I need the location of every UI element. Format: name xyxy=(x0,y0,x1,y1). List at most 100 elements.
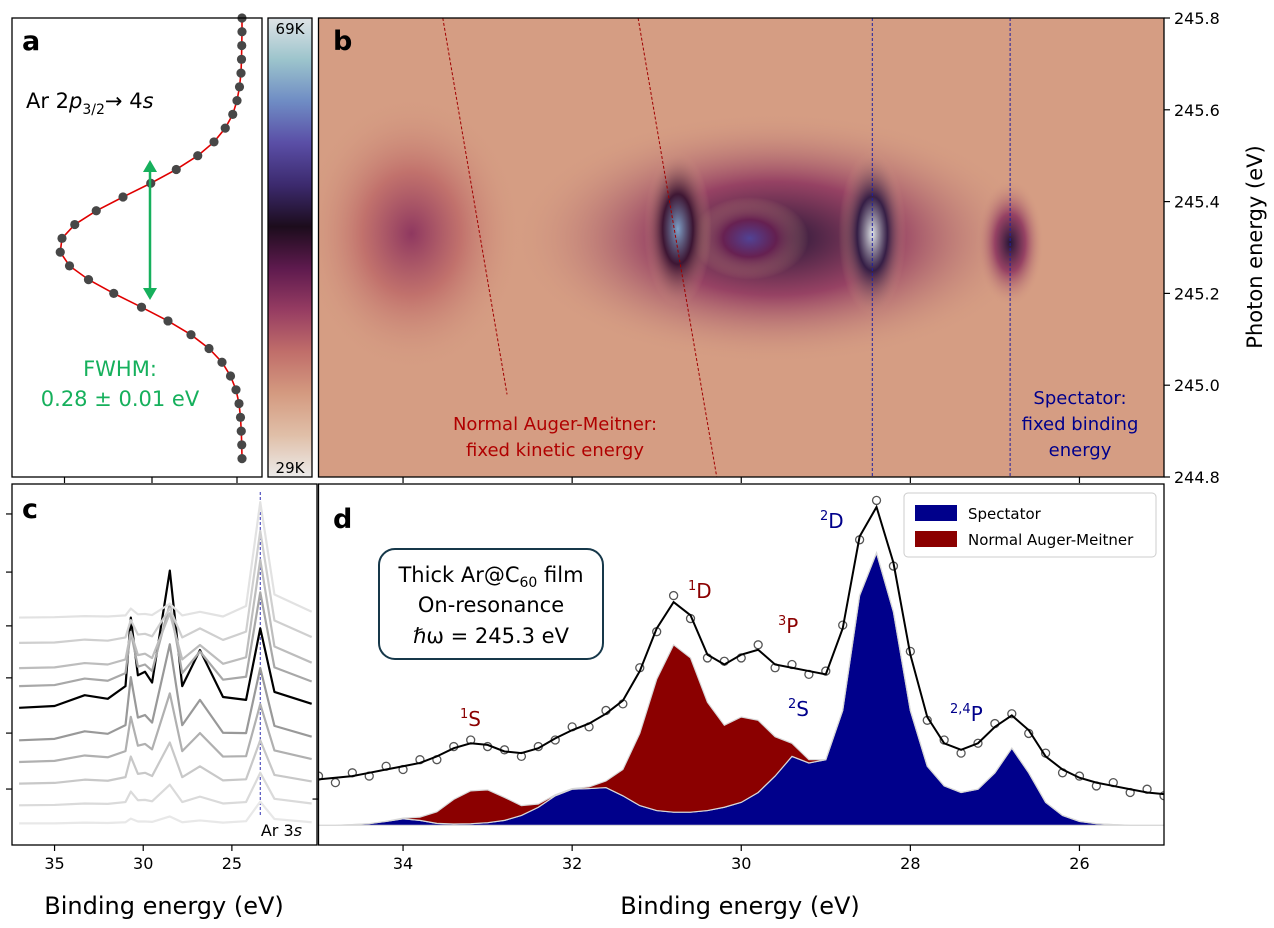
guide-line xyxy=(442,18,508,395)
data-point xyxy=(136,302,147,312)
annotation: energy xyxy=(1049,440,1112,461)
legend-swatch xyxy=(915,531,957,547)
colorbar xyxy=(268,18,312,477)
data-point xyxy=(234,82,245,92)
data-point xyxy=(236,68,246,78)
peak-label: 3P xyxy=(778,614,798,638)
peak-label-sup: 3 xyxy=(778,614,786,629)
data-point xyxy=(973,738,983,748)
x-axis-label: Binding energy (eV) xyxy=(44,892,283,920)
peak-label-term: S xyxy=(468,707,481,731)
x-axis-label: Binding energy (eV) xyxy=(620,892,859,920)
box-line: On-resonance xyxy=(418,593,564,617)
peak-label: 1D xyxy=(688,579,712,603)
data-point xyxy=(237,27,247,37)
data-point xyxy=(217,357,227,367)
panel-letter: b xyxy=(333,26,352,57)
area xyxy=(318,551,1164,826)
peak-label-sup: 2 xyxy=(820,509,828,524)
annotation: fixed kinetic energy xyxy=(466,440,644,461)
spectrum-line xyxy=(19,739,312,785)
transition-label: Ar 2p3/2→ 4s xyxy=(26,89,154,118)
data-point xyxy=(330,777,341,788)
peak-label: 2D xyxy=(820,509,844,533)
data-point xyxy=(237,440,247,450)
panel-letter: d xyxy=(333,504,352,535)
data-point xyxy=(204,343,214,354)
data-point xyxy=(193,151,203,161)
x-tick-label: 34 xyxy=(393,854,413,873)
data-point xyxy=(220,123,230,133)
plot-area xyxy=(19,492,313,825)
x-tick-label: 25 xyxy=(222,854,242,873)
heatmap xyxy=(318,18,1164,477)
box-line: Thick Ar@C60 film xyxy=(397,563,583,591)
heatmap-peak xyxy=(690,197,809,280)
heatmap-peak xyxy=(644,151,712,308)
peak-label: 1S xyxy=(460,707,481,731)
colorbar-frame xyxy=(267,17,313,478)
peak-label-term: S xyxy=(796,697,809,721)
heatmap-peak xyxy=(318,96,522,372)
panel-letter: c xyxy=(22,494,38,525)
legend-frame xyxy=(903,492,1157,558)
peak-label-sup: 1 xyxy=(688,579,696,594)
data-point xyxy=(237,454,247,464)
panel-frame xyxy=(317,483,1165,846)
data-point xyxy=(318,771,324,781)
data-point xyxy=(171,164,181,175)
data-point xyxy=(871,495,882,506)
legend-label: Normal Auger-Meitner xyxy=(968,531,1134,549)
x-tick-label: 26 xyxy=(1069,854,1089,873)
data-point xyxy=(668,590,679,601)
spectrum-line xyxy=(19,500,313,619)
panel-frame xyxy=(11,17,263,478)
data-point xyxy=(163,316,173,326)
peak-label-sup: 1 xyxy=(460,707,468,722)
data-point xyxy=(83,275,94,285)
peak-label-term: D xyxy=(828,509,843,533)
data-point xyxy=(109,288,119,298)
peak-label-term: P xyxy=(971,702,983,726)
x-tick-label: 30 xyxy=(731,854,751,873)
spectrum-line xyxy=(19,800,312,825)
spectrum-line xyxy=(19,558,313,670)
y-tick-label: 245.6 xyxy=(1174,101,1220,120)
data-point xyxy=(118,192,128,202)
y-tick-label: 245.8 xyxy=(1174,9,1220,28)
fit-line xyxy=(318,504,1164,796)
heatmap-peak xyxy=(976,178,1044,308)
y-tick-label: 244.8 xyxy=(1174,468,1220,487)
data-point xyxy=(232,96,242,106)
data-point xyxy=(70,219,80,230)
data-point xyxy=(209,137,219,147)
data-point xyxy=(1007,709,1017,719)
spectrum-line xyxy=(19,529,313,644)
spectrum-line xyxy=(19,591,313,688)
annotation: Spectator: xyxy=(1033,388,1126,409)
x-tick-label: 32 xyxy=(562,854,582,873)
spectrum-line xyxy=(19,771,312,807)
legend: Spectator Normal Auger-Meitner xyxy=(903,492,1157,558)
guide-line xyxy=(637,18,718,477)
fwhm-value: 0.28 ± 0.01 eV xyxy=(41,387,200,411)
panel-frame xyxy=(11,483,318,846)
y-axis-label: Photon energy (eV) xyxy=(1243,145,1267,348)
box-line: ℏω = 245.3 eV xyxy=(413,624,570,648)
data-point xyxy=(236,426,246,436)
data-point xyxy=(235,412,246,422)
y-tick-label: 245.2 xyxy=(1174,284,1220,303)
data-point xyxy=(1159,791,1164,801)
peak-label-sup: 2 xyxy=(788,697,796,712)
plot-area xyxy=(318,495,1164,826)
x-tick-label: 30 xyxy=(133,854,153,873)
panel-frame xyxy=(317,17,1165,478)
fwhm-arrow xyxy=(143,160,157,300)
y-tick-label: 245.4 xyxy=(1174,193,1220,212)
peak-label: 2,4P xyxy=(950,702,983,726)
colorbar-tick-label: 69K xyxy=(276,20,306,38)
data-point xyxy=(231,385,241,395)
data-point xyxy=(186,330,196,340)
